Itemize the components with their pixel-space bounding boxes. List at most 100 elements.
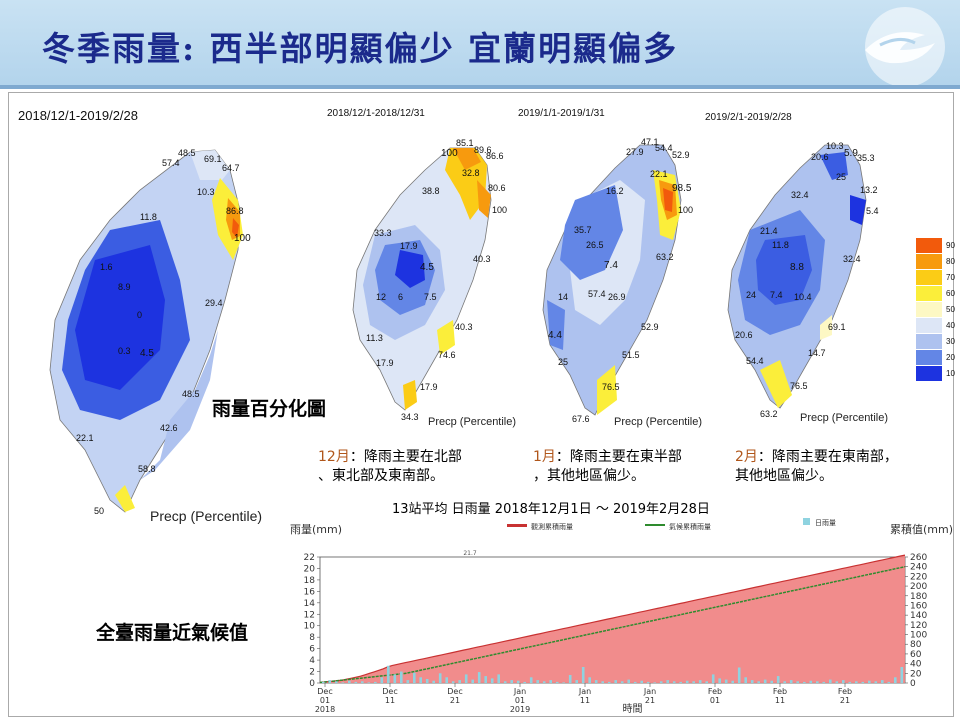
station-value: 69.1 [204, 154, 222, 164]
legend-label: 90 [946, 241, 955, 250]
station-value: 4.5 [420, 262, 434, 273]
station-value: 74.6 [438, 350, 456, 360]
daily-rain-bar [367, 682, 371, 683]
x-axis-label: 時間 [623, 703, 643, 715]
y-tick-label-left: 22 [304, 553, 315, 563]
station-value: 25 [558, 357, 569, 367]
chart-description-label: 全臺雨量近氣候值 [96, 622, 249, 644]
daily-rain-bar [413, 672, 416, 683]
station-value: 4.5 [140, 348, 154, 359]
daily-rain-bar [803, 681, 806, 683]
slide-title: 冬季雨量: 西半部明顯偏少 宜蘭明顯偏多 [42, 29, 679, 68]
note-text: ：降雨主要在東南部， [757, 449, 898, 465]
daily-rain-bar [646, 681, 650, 683]
legend-swatch [916, 270, 942, 285]
station-value: 33.3 [374, 228, 392, 238]
daily-rain-bar [659, 681, 663, 683]
station-value: 48.5 [182, 389, 200, 399]
peak-annotation: 21.7 [463, 550, 477, 557]
station-value: 86.6 [486, 151, 504, 161]
station-value: 89.6 [474, 145, 492, 155]
daily-rain-bar [484, 676, 487, 683]
daily-rain-bar [861, 681, 865, 683]
observed-cumulative-line [319, 554, 906, 684]
daily-rain-bar [510, 680, 513, 683]
x-tick-label-day: 01 [320, 696, 330, 705]
note-month: 1月 [533, 449, 556, 465]
daily-rain-bar [653, 682, 656, 683]
map-period-title: 2019/1/1-2019/1/31 [518, 108, 605, 119]
station-value: 42.6 [160, 423, 178, 433]
climate-cumulative-line [319, 565, 906, 684]
station-value: 14.7 [808, 348, 826, 358]
station-value: 35.7 [574, 225, 592, 235]
station-value: 0 [137, 310, 143, 320]
station-value: 98.5 [672, 183, 692, 194]
daily-rain-bar [887, 681, 891, 683]
daily-rain-bar [685, 680, 689, 683]
y-tick-label-right: 220 [910, 572, 927, 582]
chart-title: 13站平均 日雨量 2018年12月1日 ～ 2019年2月28日 [392, 502, 710, 517]
map-caption: Precp (Percentile) [800, 412, 889, 424]
station-value: 48.5 [178, 148, 196, 158]
daily-rain-bar [503, 681, 507, 683]
map-caption: Precp (Percentile) [150, 508, 263, 524]
station-value: 50 [94, 506, 105, 516]
y-tick-label-left: 6 [309, 645, 315, 655]
station-value: 35.3 [857, 153, 875, 163]
daily-rain-bar [627, 679, 630, 683]
daily-rain-bar [568, 675, 572, 683]
x-tick-label-day: 11 [385, 696, 395, 705]
daily-rain-bar [354, 681, 358, 683]
note-january: 1月：降雨主要在東半部 ，其他地區偏少。 [533, 448, 682, 486]
daily-rain-bar [776, 676, 780, 683]
x-tick-label-day: 01 [515, 696, 525, 705]
daily-rain-bar [620, 681, 624, 683]
station-value: 54.4 [746, 356, 764, 366]
daily-rain-bar [471, 679, 474, 683]
daily-rain-bar [549, 680, 552, 683]
y-tick-label-left: 18 [304, 576, 316, 586]
station-value: 52.9 [672, 150, 690, 160]
y-tick-label-right: 80 [910, 640, 922, 650]
daily-rain-bar [581, 667, 585, 683]
daily-rain-bar [744, 677, 747, 683]
station-value: 20.6 [735, 330, 753, 340]
daily-rain-bar [718, 678, 721, 683]
daily-rain-bar [393, 674, 397, 683]
y-axis-right-label: 累積值(mm) [890, 522, 953, 536]
daily-rain-bar [809, 680, 813, 683]
station-value: 0.3 [118, 346, 131, 356]
station-value: 57.4 [588, 289, 606, 299]
daily-rain-bar [900, 667, 904, 683]
map-period-title: 2018/12/1-2018/12/31 [327, 108, 425, 119]
daily-rain-bar [594, 680, 598, 683]
daily-rain-bar [874, 681, 878, 683]
y-tick-label-right: 100 [910, 631, 927, 641]
daily-rain-bar [374, 681, 377, 683]
station-value: 63.2 [760, 409, 778, 419]
daily-rain-bar [516, 680, 520, 683]
daily-rain-bar [458, 680, 461, 683]
map-period-title: 2019/2/1-2019/2/28 [705, 112, 792, 123]
daily-rain-bar [464, 674, 468, 683]
station-value: 11.8 [772, 240, 789, 250]
daily-rain-bar [614, 680, 617, 683]
station-value: 29.4 [205, 298, 223, 308]
daily-rain-bar [835, 681, 839, 683]
x-tick-label-day: 21 [840, 696, 850, 705]
x-tick-label-month: Jan [643, 687, 656, 696]
station-value: 7.4 [604, 260, 618, 271]
daily-rain-bar [750, 680, 754, 683]
station-value: 12 [376, 292, 387, 302]
note-text: ，其他地區偏少。 [533, 468, 645, 484]
x-tick-label-month: Dec [447, 687, 462, 696]
station-value: 64.7 [222, 163, 240, 173]
station-value: 58.8 [138, 464, 156, 474]
y-tick-label-left: 14 [304, 599, 316, 609]
y-tick-label-left: 0 [309, 679, 315, 689]
station-value: 22.1 [76, 433, 94, 443]
x-tick-label-year: 2019 [510, 705, 530, 714]
daily-rain-bar [588, 677, 591, 683]
daily-rain-bar [497, 674, 500, 683]
